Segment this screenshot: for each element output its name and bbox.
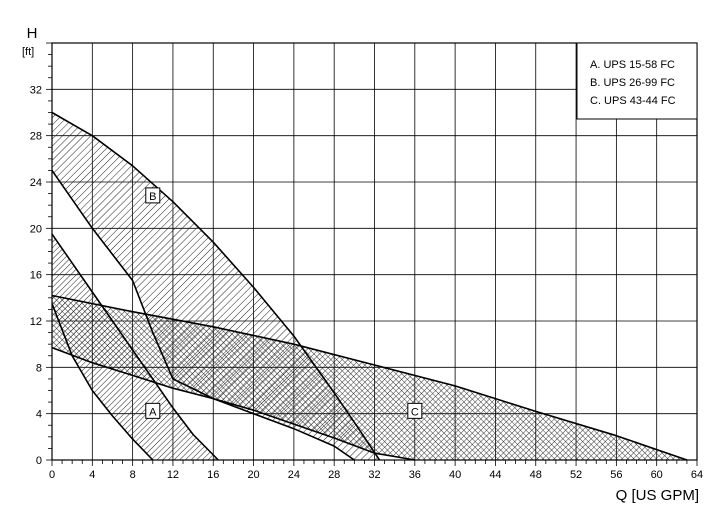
- x-tick-label: 4: [89, 469, 95, 481]
- performance-regions: [52, 112, 687, 460]
- x-axis-title: Q [US GPM]: [616, 487, 699, 504]
- x-tick-label: 28: [328, 469, 340, 481]
- y-tick-label: 12: [30, 316, 42, 328]
- legend-entry-b: B. UPS 26-99 FC: [590, 77, 675, 89]
- region-label-a: A: [149, 406, 157, 418]
- x-tick-label: 24: [288, 469, 300, 481]
- y-tick-label: 24: [30, 177, 42, 189]
- y-tick-label: 8: [36, 362, 42, 374]
- region-label-c: C: [411, 406, 419, 418]
- x-tick-label: 36: [409, 469, 421, 481]
- x-tick-label: 32: [368, 469, 380, 481]
- x-tick-label: 20: [247, 469, 259, 481]
- curve-c-max: [51, 294, 688, 461]
- x-tick-label: 44: [489, 469, 501, 481]
- region-label-b: B: [149, 191, 156, 203]
- y-tick-label: 28: [30, 131, 42, 143]
- legend: A. UPS 15-58 FC B. UPS 26-99 FC C. UPS 4…: [576, 42, 698, 120]
- x-tick-label: 48: [530, 469, 542, 481]
- curve-c-min: [51, 346, 415, 461]
- curve-b-min: [51, 169, 355, 461]
- x-tick-label: 8: [130, 469, 136, 481]
- curve-b-max: [51, 111, 381, 461]
- legend-entry-c: C. UPS 43-44 FC: [590, 95, 676, 107]
- x-tick-label: 60: [651, 469, 663, 481]
- legend-entry-a: A. UPS 15-58 FC: [590, 59, 675, 71]
- curve-a-min: [51, 303, 154, 461]
- y-axis-unit: [ft]: [22, 46, 34, 58]
- x-tick-label: 40: [449, 469, 461, 481]
- region-labels: A B C: [145, 187, 423, 419]
- x-tick-label: 16: [207, 469, 219, 481]
- axis-ticks: [46, 42, 698, 466]
- x-tick-label: 52: [570, 469, 582, 481]
- axis-tick-labels: 0 4 8 12 16 20 24 28 32 36 40 44 48 52 56 60 64048121620…: [30, 84, 703, 481]
- y-tick-label: 20: [30, 223, 42, 235]
- y-tick-label: 16: [30, 270, 42, 282]
- region-label-box-c: [407, 402, 423, 419]
- x-tick-label: 64: [691, 469, 703, 481]
- y-tick-label: 4: [36, 409, 42, 421]
- y-axis-title: H: [27, 25, 38, 42]
- x-tick-label: 56: [610, 469, 622, 481]
- y-tick-label: 32: [30, 84, 42, 96]
- curve-a-max: [51, 233, 219, 461]
- region-label-box-a: [145, 402, 161, 419]
- x-tick-label: 0: [49, 469, 55, 481]
- performance-curves: [51, 111, 688, 461]
- legend-box: [576, 42, 698, 120]
- region-label-box-b: [145, 187, 161, 204]
- x-tick-label: 12: [167, 469, 179, 481]
- y-tick-label: 0: [36, 455, 42, 467]
- region-c: [52, 295, 687, 460]
